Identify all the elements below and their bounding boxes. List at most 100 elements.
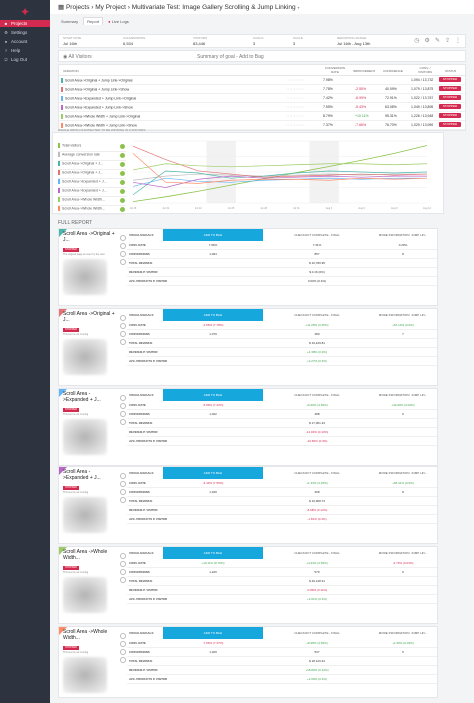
goal-header-more-info[interactable]: MORE INFORMATION: JUMP LIN... <box>378 551 428 555</box>
status-badge[interactable]: STOPPED <box>63 248 79 252</box>
check-icon[interactable] <box>120 171 125 176</box>
sidebar-item-help[interactable]: ? Help <box>4 48 21 53</box>
preview-icon[interactable] <box>120 473 126 479</box>
variation-screenshot[interactable] <box>63 259 107 295</box>
goal-filter[interactable]: Summary of goal - Add to Bag <box>197 54 264 60</box>
variation-screenshot[interactable] <box>63 577 107 613</box>
check-icon[interactable] <box>120 189 125 194</box>
clone-icon[interactable] <box>120 489 126 495</box>
goal-header-checkout[interactable]: CHECKOUT COMPLETE - FINAL <box>294 393 340 397</box>
goal-header-add-to-bag[interactable]: ADD TO BAG <box>163 467 263 479</box>
variation-row[interactable]: Scroll Area->Original + Jump Link->Origi… <box>59 76 465 85</box>
legend-entry[interactable]: Scroll Area->Whole Width... <box>58 206 126 215</box>
clone-icon[interactable] <box>120 411 126 417</box>
row-action-icons[interactable]: ◌◌◌◌◌◌ <box>287 78 306 82</box>
goal-header-more-info[interactable]: MORE INFORMATION: JUMP LIN... <box>378 631 428 635</box>
check-icon[interactable] <box>120 198 125 203</box>
status-badge[interactable]: STOPPED <box>439 77 461 82</box>
goal-header-checkout[interactable]: CHECKOUT COMPLETE - FINAL <box>294 313 340 317</box>
preview-icon[interactable] <box>120 633 126 639</box>
status-badge[interactable]: STOPPED <box>439 86 461 91</box>
clone-icon[interactable] <box>120 569 126 575</box>
variation-screenshot[interactable] <box>63 339 107 375</box>
row-action-icons[interactable]: ◌◌◌◌◌◌ <box>287 114 306 118</box>
delete-icon[interactable] <box>120 339 126 345</box>
variation-row[interactable]: Scroll Area->Whole Width + Jump Link->Or… <box>59 112 465 121</box>
breadcrumb-project[interactable]: My Project <box>95 4 126 11</box>
check-icon[interactable] <box>120 162 125 167</box>
goal-header-checkout[interactable]: CHECKOUT COMPLETE - FINAL <box>294 233 340 237</box>
goal-header-more-info[interactable]: MORE INFORMATION: JUMP LIN... <box>378 471 428 475</box>
goal-header-add-to-bag[interactable]: ADD TO BAG <box>163 389 263 401</box>
goal-header-add-to-bag[interactable]: ADD TO BAG <box>163 627 263 639</box>
status-badge[interactable]: STOPPED <box>63 566 79 570</box>
check-icon[interactable] <box>120 144 125 149</box>
edit-icon[interactable] <box>120 243 126 249</box>
preview-icon[interactable] <box>120 235 126 241</box>
row-action-icons[interactable]: ◌◌◌◌◌◌ <box>287 123 306 127</box>
status-badge[interactable]: STOPPED <box>63 328 79 332</box>
legend-entry[interactable]: Scroll Area->Original + J... <box>58 170 126 179</box>
sidebar-item-settings[interactable]: ⚙ Settings <box>4 30 28 35</box>
delete-icon[interactable] <box>120 497 126 503</box>
sidebar-item-projects[interactable]: ■ Projects <box>0 20 50 27</box>
row-action-icons[interactable]: ◌◌◌◌◌◌ <box>287 105 306 109</box>
goal-header-add-to-bag[interactable]: ADD TO BAG <box>163 547 263 559</box>
goal-header-checkout[interactable]: CHECKOUT COMPLETE - FINAL <box>294 471 340 475</box>
clock-icon[interactable]: ◷ <box>414 38 425 44</box>
check-icon[interactable] <box>120 153 125 158</box>
share-icon[interactable]: ⇪ <box>444 38 455 44</box>
row-action-icons[interactable]: ◌◌◌◌◌◌ <box>287 96 306 100</box>
breadcrumb-projects[interactable]: Projects <box>65 4 90 11</box>
logo-icon[interactable]: ✦ <box>19 5 31 19</box>
visitors-filter[interactable]: ◉ All Visitors <box>63 54 92 60</box>
status-badge[interactable]: STOPPED <box>439 104 461 109</box>
goal-header-add-to-bag[interactable]: ADD TO BAG <box>163 309 263 321</box>
delete-icon[interactable] <box>120 577 126 583</box>
clone-icon[interactable] <box>120 251 126 257</box>
variation-row[interactable]: Scroll Area->Whole Width + Jump Link->Sh… <box>59 121 465 130</box>
chevron-down-icon[interactable]: ▾ <box>297 5 300 10</box>
status-badge[interactable]: STOPPED <box>439 122 461 127</box>
edit-icon[interactable] <box>120 481 126 487</box>
row-action-icons[interactable]: ◌◌◌◌◌◌ <box>287 87 306 91</box>
legend-entry[interactable]: Average conversion rate <box>58 152 126 161</box>
tab-live-logs[interactable]: ● Live Logs <box>108 19 129 24</box>
legend-entry[interactable]: Total visitors <box>58 143 126 152</box>
edit-icon[interactable] <box>120 641 126 647</box>
clone-icon[interactable] <box>120 331 126 337</box>
preview-icon[interactable] <box>120 315 126 321</box>
clone-icon[interactable] <box>120 649 126 655</box>
edit-icon[interactable] <box>120 561 126 567</box>
status-badge[interactable]: STOPPED <box>63 486 79 490</box>
more-icon[interactable]: ⋮ <box>455 38 466 44</box>
variation-row[interactable]: Scroll Area->Expanded + Jump Link->Origi… <box>59 94 465 103</box>
gear-icon[interactable]: ⚙ <box>424 38 435 44</box>
status-badge[interactable]: STOPPED <box>439 113 461 118</box>
preview-icon[interactable] <box>120 395 126 401</box>
legend-entry[interactable]: Scroll Area->Original + J... <box>58 161 126 170</box>
edit-icon[interactable] <box>120 403 126 409</box>
legend-entry[interactable]: Scroll Area->Expanded + J... <box>58 188 126 197</box>
variation-screenshot[interactable] <box>63 497 107 533</box>
edit-icon[interactable] <box>120 323 126 329</box>
variation-screenshot[interactable] <box>63 657 107 693</box>
goal-header-more-info[interactable]: MORE INFORMATION: JUMP LIN... <box>378 313 428 317</box>
sidebar-item-logout[interactable]: ⎋ Log Out <box>4 57 28 62</box>
status-badge[interactable]: STOPPED <box>63 646 79 650</box>
variation-row[interactable]: Scroll Area->Expanded + Jump Link->Show ◌… <box>59 103 465 112</box>
goal-header-checkout[interactable]: CHECKOUT COMPLETE - FINAL <box>294 631 340 635</box>
goal-header-more-info[interactable]: MORE INFORMATION: JUMP LIN... <box>378 393 428 397</box>
goal-header-more-info[interactable]: MORE INFORMATION: JUMP LIN... <box>378 233 428 237</box>
variation-row[interactable]: Scroll Area->Original + Jump Link->Show ◌… <box>59 85 465 94</box>
goal-header-add-to-bag[interactable]: ADD TO BAG <box>163 229 263 241</box>
tab-report[interactable]: Report <box>83 17 104 25</box>
tab-summary[interactable]: Summary <box>61 19 79 24</box>
preview-icon[interactable] <box>120 553 126 559</box>
check-icon[interactable] <box>120 207 125 212</box>
goal-header-checkout[interactable]: CHECKOUT COMPLETE - FINAL <box>294 551 340 555</box>
delete-icon[interactable] <box>120 419 126 425</box>
delete-icon[interactable] <box>120 259 126 265</box>
edit-icon[interactable]: ✎ <box>434 38 445 44</box>
check-icon[interactable] <box>120 180 125 185</box>
